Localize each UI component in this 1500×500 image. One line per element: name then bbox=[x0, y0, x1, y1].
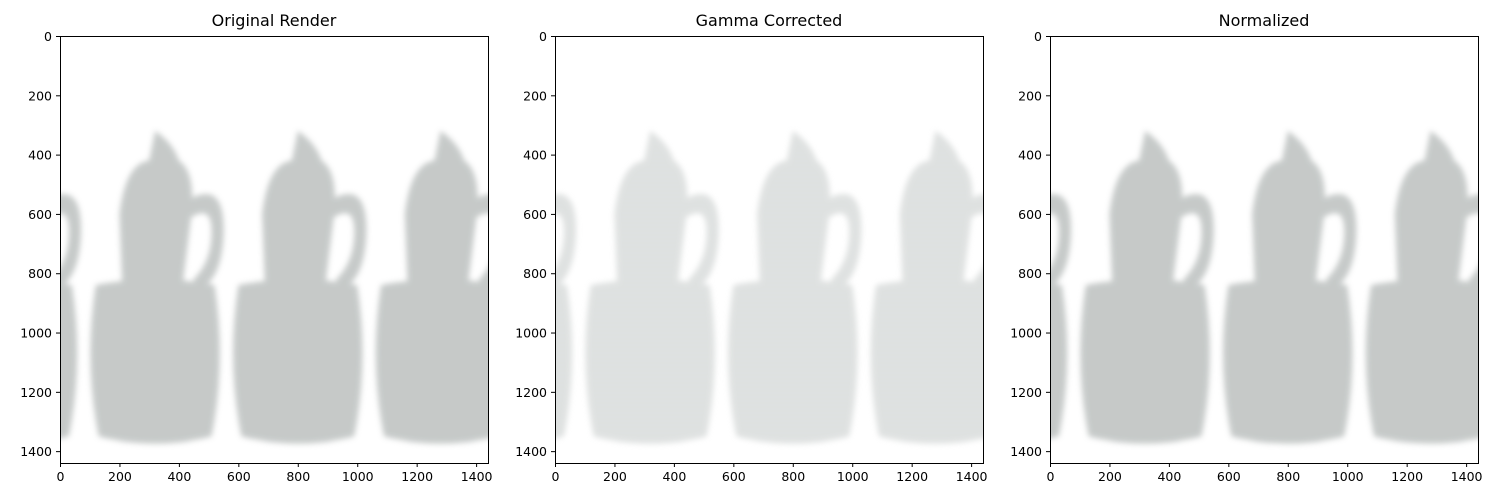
axes-frame bbox=[60, 36, 489, 464]
pitcher-handle bbox=[555, 194, 576, 288]
pitcher-body bbox=[870, 279, 983, 444]
pitcher-neck bbox=[757, 130, 830, 292]
y-tick-label: 1200 bbox=[515, 385, 547, 400]
x-tick-label: 800 bbox=[286, 469, 310, 484]
pitcher-render-image bbox=[60, 130, 488, 444]
image-plot: 0 200 400 600 800 1000 1200 1400 0 200 400 600 800 10… bbox=[20, 29, 493, 484]
pitcher-handle bbox=[60, 194, 81, 288]
x-tick-label: 1400 bbox=[1451, 469, 1483, 484]
y-tick-label: 200 bbox=[1018, 88, 1042, 103]
pitcher-body bbox=[375, 279, 488, 444]
y-tick-label: 200 bbox=[523, 88, 547, 103]
y-tick-label: 400 bbox=[1018, 148, 1042, 163]
panel-normalized: Normalized 0 200 400 600 800 1000 1200 1400 0 200… bbox=[990, 0, 1485, 500]
y-tick-label: 400 bbox=[523, 148, 547, 163]
pitcher-handle bbox=[1050, 194, 1071, 288]
x-tick-label: 1400 bbox=[956, 469, 988, 484]
pitcher-handle bbox=[470, 194, 488, 292]
pitcher-handle bbox=[327, 194, 367, 292]
y-tick-label: 800 bbox=[1018, 266, 1042, 281]
x-tick-label: 1400 bbox=[461, 469, 493, 484]
x-tick-label: 1000 bbox=[1332, 469, 1364, 484]
y-tick-label: 400 bbox=[28, 148, 52, 163]
pitcher-neck bbox=[119, 130, 193, 292]
y-tick-label: 1000 bbox=[515, 326, 547, 341]
y-tick-label: 1200 bbox=[1010, 385, 1042, 400]
y-tick-label: 600 bbox=[523, 207, 547, 222]
x-tick-label: 400 bbox=[662, 469, 686, 484]
panel-title: Original Render bbox=[211, 11, 337, 30]
y-tick-label: 1400 bbox=[1010, 444, 1042, 459]
pitcher-handle bbox=[1317, 194, 1357, 292]
x-tick-label: 0 bbox=[57, 469, 65, 484]
pitcher-neck bbox=[1109, 130, 1183, 292]
x-tick-label: 1000 bbox=[837, 469, 869, 484]
x-tick-label: 600 bbox=[227, 469, 251, 484]
panel-title: Normalized bbox=[1218, 11, 1310, 30]
pitcher-handle bbox=[822, 194, 862, 292]
x-tick-label: 200 bbox=[603, 469, 627, 484]
pitcher-handle bbox=[184, 194, 224, 292]
y-tick-label: 0 bbox=[44, 29, 52, 44]
axes-frame bbox=[555, 36, 984, 464]
pitcher-body bbox=[233, 279, 363, 444]
x-tick-label: 400 bbox=[1157, 469, 1181, 484]
y-tick-label: 0 bbox=[539, 29, 547, 44]
y-tick-label: 200 bbox=[28, 88, 52, 103]
pitcher-handle bbox=[679, 194, 719, 292]
x-tick-label: 400 bbox=[167, 469, 191, 484]
x-tick-label: 0 bbox=[1047, 469, 1055, 484]
x-tick-label: 800 bbox=[781, 469, 805, 484]
pitcher-body bbox=[1080, 279, 1210, 444]
pitcher-body bbox=[1365, 279, 1478, 444]
pitcher-handle bbox=[1174, 194, 1214, 292]
x-tick-label: 800 bbox=[1276, 469, 1300, 484]
pitcher-neck bbox=[1394, 130, 1468, 292]
y-tick-label: 1000 bbox=[20, 326, 52, 341]
y-tick-label: 1200 bbox=[20, 385, 52, 400]
axes-frame bbox=[1050, 36, 1479, 464]
pitcher-body bbox=[1050, 282, 1068, 439]
pitcher-body bbox=[60, 282, 78, 439]
y-tick-label: 600 bbox=[1018, 207, 1042, 222]
x-tick-label: 200 bbox=[1098, 469, 1122, 484]
pitcher-render-image bbox=[555, 130, 983, 444]
y-tick-label: 600 bbox=[28, 207, 52, 222]
y-tick-label: 1400 bbox=[515, 444, 547, 459]
x-tick-label: 1200 bbox=[1391, 469, 1423, 484]
pitcher-body bbox=[585, 279, 715, 444]
x-tick-label: 600 bbox=[1217, 469, 1241, 484]
pitcher-neck bbox=[899, 130, 973, 292]
y-tick-label: 1000 bbox=[1010, 326, 1042, 341]
panel-gamma-corrected: Gamma Corrected 0 200 400 600 800 1000 1200 140… bbox=[495, 0, 990, 500]
x-tick-label: 0 bbox=[552, 469, 560, 484]
pitcher-neck bbox=[404, 130, 478, 292]
y-tick-label: 800 bbox=[523, 266, 547, 281]
pitcher-body bbox=[728, 279, 858, 444]
pitcher-body bbox=[555, 282, 573, 439]
x-tick-label: 1200 bbox=[896, 469, 928, 484]
y-tick-label: 800 bbox=[28, 266, 52, 281]
pitcher-body bbox=[1223, 279, 1353, 444]
panel-title: Gamma Corrected bbox=[695, 11, 843, 30]
pitcher-handle bbox=[1460, 194, 1478, 292]
pitcher-neck bbox=[1252, 130, 1325, 292]
image-plot: 0 200 400 600 800 1000 1200 1400 0 200 400 600 800 10… bbox=[1010, 29, 1483, 484]
image-plot: 0 200 400 600 800 1000 1200 1400 0 200 400 600 800 10… bbox=[515, 29, 988, 484]
x-tick-label: 1000 bbox=[342, 469, 374, 484]
pitcher-body bbox=[90, 279, 220, 444]
pitcher-handle bbox=[965, 194, 983, 292]
panel-original-render: Original Render 0 200 400 600 800 1000 1200 140… bbox=[0, 0, 495, 500]
y-tick-label: 0 bbox=[1034, 29, 1042, 44]
pitcher-neck bbox=[262, 130, 335, 292]
x-tick-label: 600 bbox=[722, 469, 746, 484]
x-tick-label: 200 bbox=[108, 469, 132, 484]
pitcher-render-image bbox=[1050, 130, 1478, 444]
x-tick-label: 1200 bbox=[401, 469, 433, 484]
pitcher-neck bbox=[614, 130, 688, 292]
y-tick-label: 1400 bbox=[20, 444, 52, 459]
